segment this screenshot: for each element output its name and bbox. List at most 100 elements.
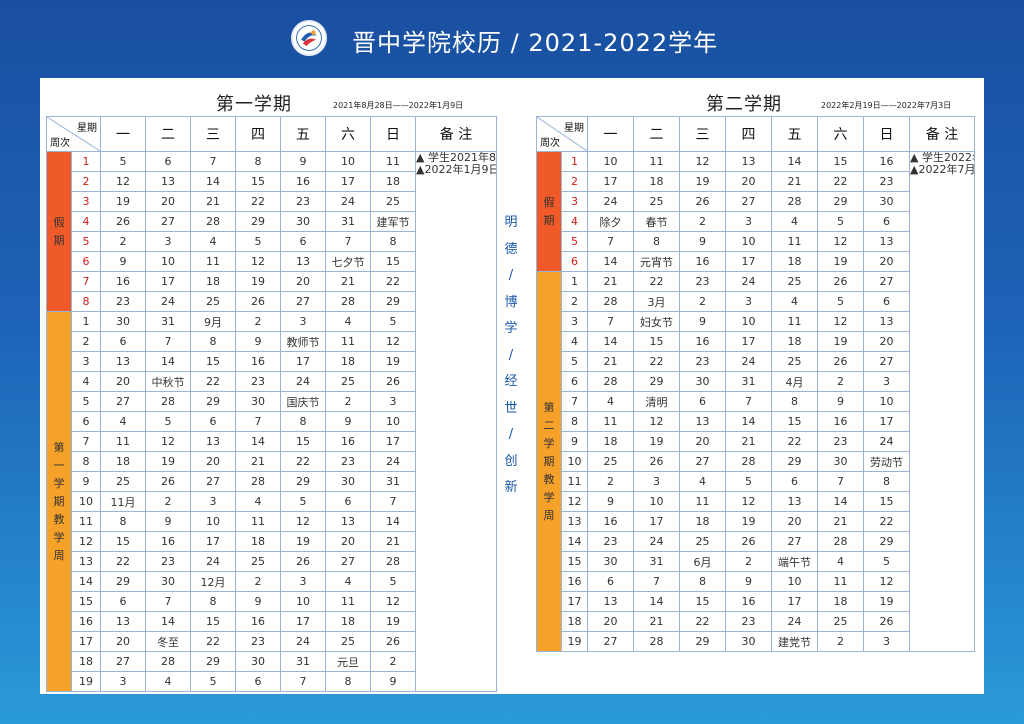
week-number: 1 [71,311,101,332]
week-number: 18 [71,651,101,672]
day-cell: 21 [325,271,371,292]
day-cell: 20 [100,371,146,392]
day-cell: 5 [817,211,864,232]
week-number: 11 [561,471,588,492]
table-row: 6 28 29 30 31 4月 2 3 [537,371,975,392]
day-cell: 5 [817,291,864,312]
day-cell: 26 [863,611,910,632]
table-row: 15 30 31 6月 2 端午节 4 5 [537,551,975,572]
day-cell: 14 [587,251,634,272]
day-cell: 11 [370,151,416,172]
holiday-label: 建党节 [771,631,818,652]
motto-char: 经 [504,374,518,389]
day-cell: 16 [100,271,146,292]
day-cell: 30 [587,551,634,572]
day-cell: 21 [633,611,680,632]
day-cell: 23 [587,531,634,552]
corner-cell: 星期 周次 [46,116,101,152]
day-cell: 10 [325,151,371,172]
day-cell: 18 [100,451,146,472]
day-cell: 11 [817,571,864,592]
table-row: 11 2 3 4 5 6 7 8 [537,471,975,492]
week-label: 周次 [540,138,560,149]
day-cell: 20 [100,631,146,652]
day-cell: 30 [235,391,281,412]
day-cell: 10 [863,391,910,412]
day-cell: 12 [100,171,146,192]
day-cell: 9 [235,591,281,612]
day-cell: 17 [725,251,772,272]
motto-char: 博 [504,294,518,310]
table-row: 4 14 15 16 17 18 19 20 [537,331,975,352]
week-number: 4 [71,211,101,232]
day-cell: 29 [190,391,236,412]
day-cell: 10 [280,591,326,612]
holiday-band: 假期 [46,151,72,312]
day-cell: 25 [325,631,371,652]
band-char: 假 [543,195,555,209]
day-cell: 15 [190,611,236,632]
table-row: 14 23 24 25 26 27 28 29 [537,531,975,552]
day-cell: 3 [145,231,191,252]
day-cell: 4 [771,211,818,232]
day-header: 一 [587,116,634,152]
table-row: 18 20 21 22 23 24 25 26 [537,611,975,632]
note-paragraph: ▲ 学生2022年2月19、20日报到注册，2月21日上课。教职工报到上班时间为… [910,151,974,164]
table-row: 7 4 清明 6 7 8 9 10 [537,391,975,412]
table-row: 9 25 26 27 28 29 30 31 [47,471,497,492]
week-number: 6 [71,411,101,432]
day-cell: 18 [771,331,818,352]
day-cell: 27 [771,531,818,552]
day-cell: 16 [725,591,772,612]
day-cell: 5 [280,491,326,512]
day-cell: 28 [725,451,772,472]
day-cell: 20 [587,611,634,632]
day-cell: 18 [633,171,680,192]
day-cell: 14 [235,431,281,452]
day-cell: 13 [725,151,772,172]
day-cell: 14 [587,331,634,352]
day-cell: 27 [145,211,191,232]
day-header: 日 [863,116,910,152]
day-cell: 24 [725,271,772,292]
holiday-label: 建军节 [370,211,416,232]
weekday-label: 星期 [564,123,584,134]
day-cell: 2 [817,371,864,392]
day-cell: 18 [190,271,236,292]
day-cell: 26 [817,271,864,292]
band-char: 教 [543,472,555,486]
day-cell: 27 [725,191,772,212]
week-number: 8 [561,411,588,432]
day-cell: 6 [235,671,281,692]
day-cell: 11 [100,431,146,452]
day-cell: 4 [817,551,864,572]
week-number: 1 [71,151,101,172]
day-cell: 16 [280,171,326,192]
day-cell: 7 [280,671,326,692]
day-cell: 25 [771,351,818,372]
day-cell: 10 [633,491,680,512]
day-cell: 24 [633,531,680,552]
day-cell: 2 [370,651,416,672]
day-cell: 29 [863,531,910,552]
day-header: 三 [190,116,236,152]
day-cell: 3 [863,371,910,392]
day-cell: 10 [587,151,634,172]
day-cell: 7 [725,391,772,412]
week-number: 3 [71,191,101,212]
holiday-band: 假期 [536,151,562,272]
day-cell: 20 [325,531,371,552]
day-cell: 12 [280,511,326,532]
holiday-label: 妇女节 [633,311,680,332]
week-number: 12 [71,531,101,552]
day-cell: 11 [190,251,236,272]
table-row: 9 18 19 20 21 22 23 24 [537,431,975,452]
day-header: 一 [100,116,146,152]
band-char: 第 [543,400,555,414]
day-cell: 26 [817,351,864,372]
motto-char: 德 [504,241,518,257]
corner-cell: 星期 周次 [536,116,588,152]
week-number: 13 [71,551,101,572]
day-cell: 28 [325,291,371,312]
motto-char: 新 [504,480,518,495]
